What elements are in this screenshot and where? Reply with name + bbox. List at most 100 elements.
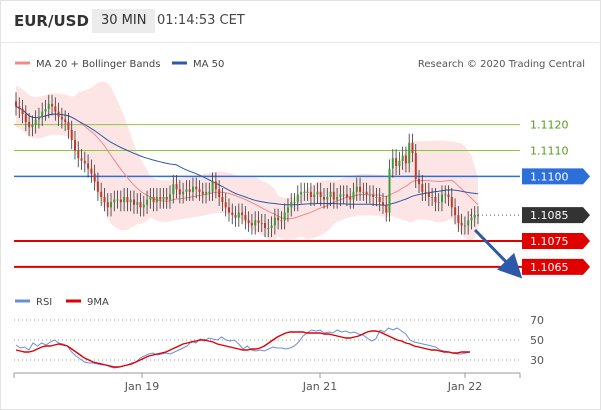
candle-body — [408, 142, 411, 164]
candle-body — [424, 191, 427, 193]
candle-body — [437, 202, 440, 204]
candle-body — [169, 194, 171, 200]
candle-body — [454, 207, 457, 216]
candle-body — [165, 197, 168, 200]
candle-body — [172, 184, 175, 195]
candle-body — [116, 199, 119, 201]
candle-body — [44, 109, 47, 112]
candle-body — [93, 173, 96, 182]
candle-body — [444, 194, 447, 196]
level-label-1-1120: 1.1120 — [530, 119, 569, 132]
candle-body — [365, 191, 368, 195]
candle-body — [457, 215, 460, 223]
candle-body — [51, 103, 54, 107]
rsi-tick-label-50: 50 — [530, 334, 544, 347]
candle-body — [309, 191, 312, 197]
candle-body — [162, 197, 165, 200]
candle-body — [270, 225, 273, 229]
candle-body — [411, 142, 414, 153]
candle-body — [352, 191, 355, 200]
candle-body — [306, 191, 309, 193]
candle-body — [67, 122, 70, 130]
candle-body — [123, 197, 126, 203]
candle-body — [142, 204, 145, 208]
candle-body — [185, 189, 188, 192]
candle-body — [398, 160, 401, 166]
candle-body — [221, 197, 224, 203]
candle-body — [257, 220, 260, 223]
candle-body — [136, 202, 139, 205]
candle-body — [427, 191, 430, 197]
rsi-legend: RSI 9MA — [15, 297, 109, 308]
level-tag-1-1075 — [522, 233, 590, 250]
price-levels — [14, 124, 522, 268]
level-label-1-1110: 1.1110 — [530, 144, 569, 157]
candle-body — [247, 220, 250, 223]
candle-body — [404, 155, 407, 164]
candle-body — [264, 222, 266, 229]
candle-body — [355, 186, 358, 192]
ma50-legend-label: MA 50 — [193, 59, 224, 70]
candle-body — [21, 109, 24, 115]
candle-body — [133, 199, 135, 205]
candle-body — [349, 197, 352, 200]
candle-body — [267, 228, 270, 230]
level-tag-1-1065 — [522, 258, 590, 275]
candle-body — [47, 103, 50, 110]
candle-body — [244, 215, 247, 221]
candle-body — [106, 202, 109, 208]
candle-body — [463, 225, 466, 227]
candle-body — [74, 140, 76, 151]
main-legend: MA 20 + Bollinger Bands MA 50 Research ©… — [15, 59, 585, 70]
candle-body — [175, 184, 178, 190]
candle-body — [18, 106, 21, 110]
candle-body — [87, 163, 90, 169]
candle-body — [192, 186, 194, 192]
ma20-line — [15, 106, 479, 220]
x-axis: Jan 19 Jan 21 Jan 22 — [13, 373, 521, 393]
candle-body — [316, 191, 319, 195]
candle-body — [450, 197, 453, 208]
candle-body — [195, 186, 198, 190]
candle-body — [146, 199, 149, 205]
rsi-legend-label: RSI — [36, 297, 52, 308]
candle-body — [211, 181, 214, 192]
candle-body — [441, 194, 443, 203]
candle-body — [293, 202, 296, 204]
rsi-tick-label-70: 70 — [530, 314, 544, 327]
candle-body — [77, 150, 80, 159]
candle-body — [83, 160, 86, 164]
timeframe-badge[interactable]: 30 MIN — [92, 9, 156, 33]
ma9-legend-label: 9MA — [87, 297, 109, 308]
candle-body — [198, 189, 201, 192]
level-label-1-1100: 1.1100 — [530, 170, 569, 183]
candle-body — [237, 212, 240, 218]
candle-body — [287, 207, 289, 213]
x-tick-label-2: Jan 22 — [447, 380, 482, 393]
candle-body — [228, 207, 230, 213]
candle-body — [214, 181, 217, 190]
candle-body — [375, 197, 378, 198]
candle-body — [385, 204, 388, 213]
candle-body — [395, 158, 398, 166]
candle-body — [155, 197, 158, 203]
candle-body — [280, 220, 283, 222]
candle-body — [31, 124, 34, 128]
candle-body — [60, 116, 63, 120]
candle-body — [401, 155, 404, 161]
candle-body — [303, 191, 306, 193]
candle-body — [38, 116, 40, 120]
candle-body — [57, 111, 60, 117]
candle-body — [342, 194, 345, 196]
x-tick-label-1: Jan 21 — [302, 380, 337, 393]
candle-body — [277, 217, 280, 221]
candle-body — [234, 215, 237, 218]
ma20-legend-label: MA 20 + Bollinger Bands — [36, 59, 160, 70]
candle-body — [231, 212, 234, 216]
chart-header: EUR/USD 30 MIN 01:14:53 CET — [0, 0, 599, 42]
candle-body — [64, 119, 67, 122]
candle-body — [224, 202, 227, 208]
candle-body — [260, 222, 263, 224]
rsi-9ma-line — [15, 330, 470, 368]
